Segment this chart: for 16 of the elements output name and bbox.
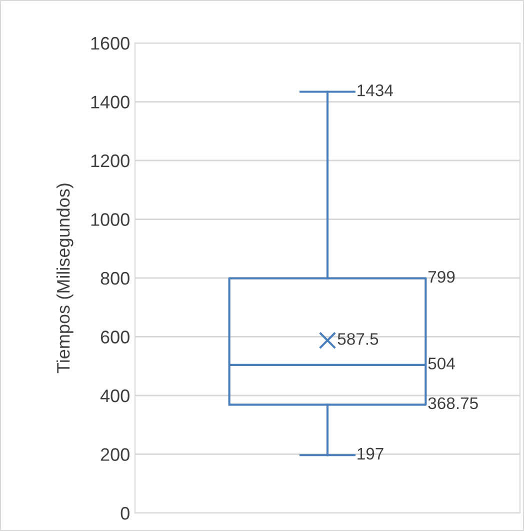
y-tick-label: 1600 [91, 36, 130, 50]
y-tick-label: 1000 [91, 213, 130, 226]
annotation: 587.5 [338, 333, 378, 345]
y-tick-label: 1400 [91, 96, 130, 108]
y-tick-label: 200 [100, 448, 130, 461]
y-tick-label: 400 [100, 389, 130, 402]
y-tick-label: 0 [120, 506, 130, 520]
annotation: 504 [428, 358, 455, 370]
annotation: 1434 [358, 84, 393, 96]
y-tick-label: 600 [100, 330, 130, 344]
annotation: 197 [358, 448, 384, 460]
annotation: 368.75 [428, 397, 478, 410]
y-tick-label: 800 [100, 272, 130, 285]
annotation: 799 [428, 270, 455, 283]
y-tick-label: 1200 [91, 154, 130, 168]
y-axis-title: Tiempos (Milisegundos) [56, 184, 74, 374]
